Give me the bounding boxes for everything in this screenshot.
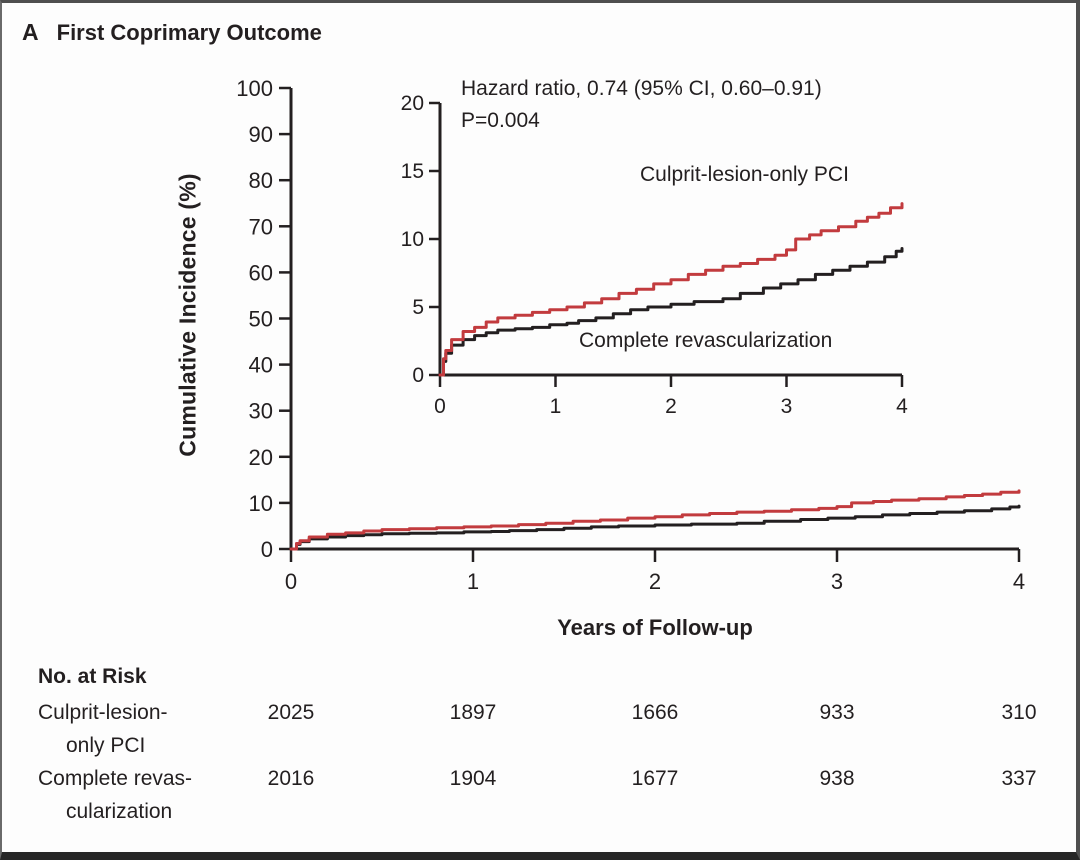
main-x-tick-label: 4 <box>1013 569 1025 594</box>
inset-curve-complete <box>438 247 904 377</box>
risk-value: 1666 <box>631 701 679 724</box>
main-y-tick-label: 70 <box>249 214 273 239</box>
risk-value: 1897 <box>449 701 497 724</box>
hazard-ratio-annotation: Hazard ratio, 0.74 (95% CI, 0.60–0.91) <box>461 77 822 100</box>
p-value-annotation: P=0.004 <box>461 109 540 132</box>
main-y-tick-label: 30 <box>249 399 273 424</box>
risk-value: 2025 <box>267 701 315 724</box>
panel-title: A First Coprimary Outcome <box>22 19 322 46</box>
main-curve-complete <box>289 504 1021 551</box>
main-y-tick-label: 40 <box>249 353 273 378</box>
risk-value: 1677 <box>631 767 679 790</box>
risk-value: 938 <box>819 767 855 790</box>
inset-y-tick-label: 10 <box>401 228 424 251</box>
main-y-tick-label: 20 <box>249 445 273 470</box>
inset-x-tick-label: 1 <box>550 395 562 418</box>
main-x-tick-label: 2 <box>649 569 661 594</box>
main-y-tick-label: 80 <box>249 168 273 193</box>
risk-value: 1904 <box>449 767 497 790</box>
risk-value: 310 <box>1001 701 1037 724</box>
inset-x-tick-label: 4 <box>896 395 908 418</box>
main-curve-culprit <box>289 489 1021 551</box>
risk-row-label: Complete revas- <box>38 767 193 790</box>
main-y-tick-label: 90 <box>249 122 273 147</box>
main-y-tick-label: 100 <box>236 76 273 101</box>
inset-x-tick-label: 3 <box>781 395 793 418</box>
main-x-tick-label: 1 <box>467 569 479 594</box>
inset-y-tick-label: 5 <box>412 296 424 319</box>
panel-title-text: First Coprimary Outcome <box>56 20 322 45</box>
risk-row-label: only PCI <box>66 734 146 757</box>
main-x-tick-label: 0 <box>285 569 297 594</box>
risk-value: 2016 <box>267 767 315 790</box>
series-label-complete: Complete revascularization <box>579 329 833 352</box>
panel-letter: A <box>22 19 39 45</box>
main-x-tick-label: 3 <box>831 569 843 594</box>
series-label-culprit: Culprit-lesion-only PCI <box>640 163 849 186</box>
risk-value: 337 <box>1001 767 1037 790</box>
inset-y-tick-label: 0 <box>412 364 424 387</box>
main-y-tick-label: 50 <box>249 307 273 332</box>
risk-row-label: cularization <box>66 800 173 823</box>
inset-x-tick-label: 2 <box>665 395 677 418</box>
risk-value: 933 <box>819 701 855 724</box>
inset-y-tick-label: 15 <box>401 160 424 183</box>
inset-x-tick-label: 0 <box>434 395 446 418</box>
x-axis-label: Years of Follow-up <box>557 615 753 640</box>
risk-table-header: No. at Risk <box>38 665 147 688</box>
y-axis-label: Cumulative Incidence (%) <box>174 173 201 457</box>
main-y-tick-label: 0 <box>261 537 273 562</box>
risk-row-label: Culprit-lesion- <box>38 701 168 724</box>
main-y-tick-label: 10 <box>249 491 273 516</box>
inset-y-tick-label: 20 <box>401 92 424 115</box>
main-y-tick-label: 60 <box>249 260 273 285</box>
inset-curve-culprit <box>438 202 904 377</box>
